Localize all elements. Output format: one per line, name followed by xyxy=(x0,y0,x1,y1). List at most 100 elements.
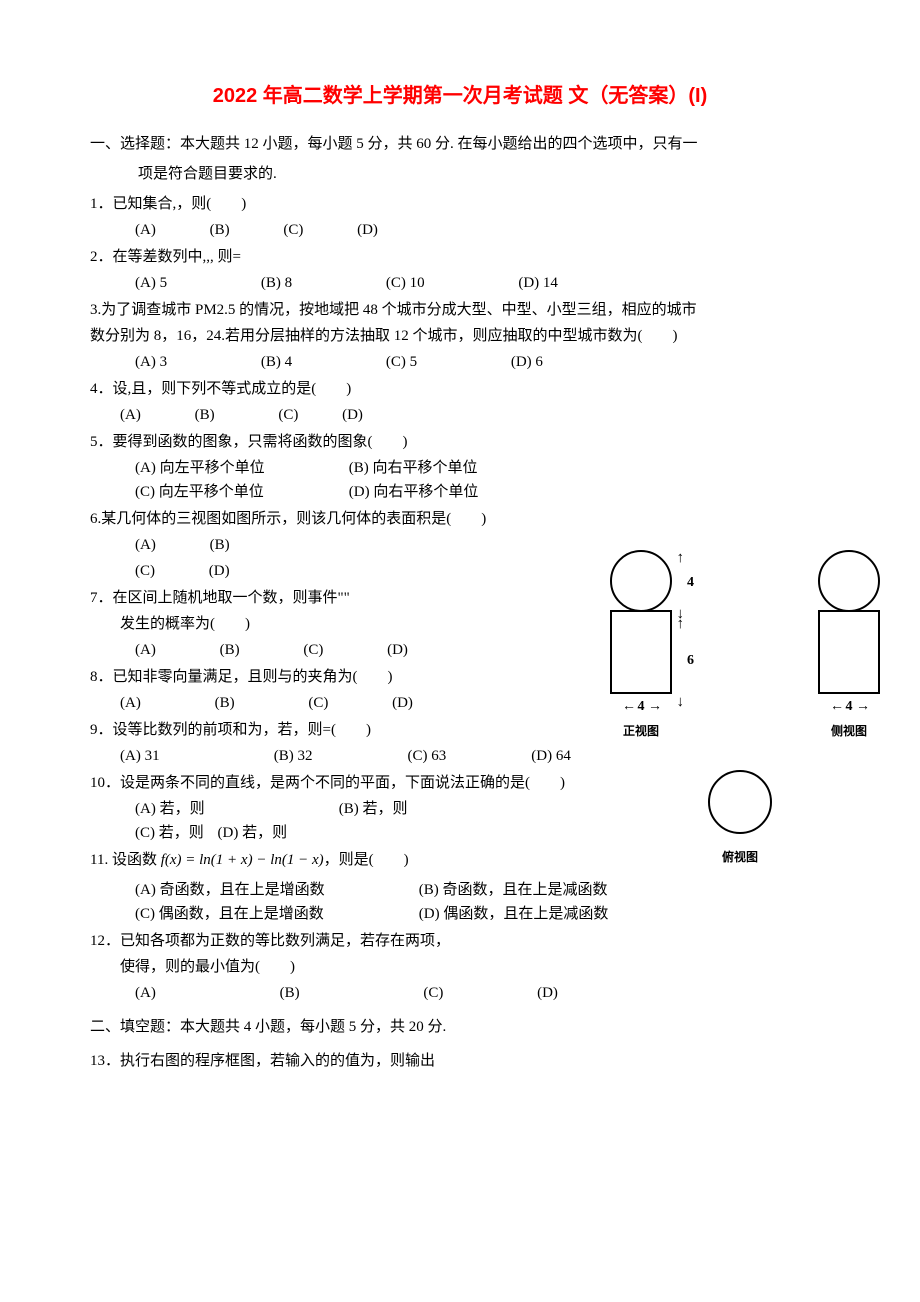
q4-opt-b: (B) xyxy=(195,403,215,427)
q2-opt-d: (D) 14 xyxy=(518,271,558,295)
question-13: 13．执行右图的程序框图，若输入的的值为，则输出 xyxy=(90,1049,830,1073)
dim-4-height: 4 xyxy=(687,572,694,594)
q3-opt-b: (B) 4 xyxy=(261,350,292,374)
q8-text: 8．已知非零向量满足，且则与的夹角为( ) xyxy=(90,665,610,689)
q3-line1: 3.为了调查城市 PM2.5 的情况，按地域把 48 个城市分成大型、中型、小型… xyxy=(90,298,830,322)
q5-opt-c: (C) 向左平移个单位 xyxy=(135,480,345,504)
q11-opt-c: (C) 偶函数，且在上是增函数 xyxy=(135,902,415,926)
q1-opt-a: (A) xyxy=(135,218,156,242)
q11-opt-d: (D) 偶函数，且在上是减函数 xyxy=(419,906,609,922)
q8-opt-b: (B) xyxy=(215,691,235,715)
side-view xyxy=(818,550,880,694)
q12-line1: 12．已知各项都为正数的等比数列满足，若存在两项， xyxy=(90,929,830,953)
q7-line1: 7．在区间上随机地取一个数，则事件"" xyxy=(90,586,610,610)
dim-4-width-front: ← 4 → xyxy=(622,696,660,718)
q4-opt-a: (A) xyxy=(120,403,141,427)
section1-header-cont: 项是符合题目要求的. xyxy=(90,162,830,186)
q10-opt-a: (A) 若，则 xyxy=(135,797,335,821)
q5-options-row2: (C) 向左平移个单位 (D) 向右平移个单位 xyxy=(90,480,830,504)
q13-text: 13．执行右图的程序框图，若输入的的值为，则输出 xyxy=(90,1049,830,1073)
q2-options: (A) 5 (B) 8 (C) 10 (D) 14 xyxy=(90,271,830,295)
q8-opt-c: (C) xyxy=(308,691,328,715)
q12-options: (A) (B) (C) (D) xyxy=(90,981,830,1005)
q8-opt-a: (A) xyxy=(120,691,141,715)
q4-text: 4．设,且，则下列不等式成立的是( ) xyxy=(90,377,830,401)
q4-opt-d: (D) xyxy=(342,403,363,427)
q2-opt-b: (B) 8 xyxy=(261,271,292,295)
q4-options: (A) (B) (C) (D) xyxy=(90,403,830,427)
q8-options: (A) (B) (C) (D) xyxy=(90,691,610,715)
q10-opt-b: (B) 若，则 xyxy=(339,801,408,817)
q7-line2: 发生的概率为( ) xyxy=(90,612,610,636)
question-8: 8．已知非零向量满足，且则与的夹角为( ) (A) (B) (C) (D) xyxy=(90,665,610,715)
q12-line2: 使得，则的最小值为( ) xyxy=(90,955,830,979)
q6-text: 6.某几何体的三视图如图所示，则该几何体的表面积是( ) xyxy=(90,507,610,531)
q1-options: (A) (B) (C) (D) xyxy=(90,218,830,242)
q5-text: 5．要得到函数的图象，只需将函数的图象( ) xyxy=(90,430,830,454)
question-2: 2．在等差数列中,,, 则= (A) 5 (B) 8 (C) 10 (D) 14 xyxy=(90,245,830,295)
q9-opt-b: (B) 32 xyxy=(274,744,404,768)
q1-text: 1．已知集合,，则( ) xyxy=(90,192,830,216)
q7-opt-b: (B) xyxy=(220,638,240,662)
side-view-label: 侧视图 xyxy=(831,722,867,741)
question-6: 6.某几何体的三视图如图所示，则该几何体的表面积是( ) (A) (B) (C)… xyxy=(90,507,610,583)
q9-opt-c: (C) 63 xyxy=(408,744,528,768)
section1-header: 一、选择题：本大题共 12 小题，每小题 5 分，共 60 分. 在每小题给出的… xyxy=(90,132,830,156)
q1-opt-c: (C) xyxy=(283,218,303,242)
front-view-label: 正视图 xyxy=(623,722,659,741)
q1-opt-d: (D) xyxy=(357,218,378,242)
q11-options-row1: (A) 奇函数，且在上是增函数 (B) 奇函数，且在上是减函数 xyxy=(90,878,830,902)
q1-opt-b: (B) xyxy=(210,218,230,242)
q6-options-row1: (A) (B) xyxy=(90,533,610,557)
q5-opt-d: (D) 向右平移个单位 xyxy=(349,484,479,500)
q12-opt-d: (D) xyxy=(537,981,558,1005)
q11-formula: f(x) = ln(1 + x) − ln(1 − x) xyxy=(161,852,324,868)
q2-text: 2．在等差数列中,,, 则= xyxy=(90,245,830,269)
question-5: 5．要得到函数的图象，只需将函数的图象( ) (A) 向左平移个单位 (B) 向… xyxy=(90,430,830,504)
question-4: 4．设,且，则下列不等式成立的是( ) (A) (B) (C) (D) xyxy=(90,377,830,427)
q6-opt-c: (C) xyxy=(135,559,155,583)
q11-opt-b: (B) 奇函数，且在上是减函数 xyxy=(419,882,608,898)
q6-opt-a: (A) xyxy=(135,533,156,557)
q7-opt-a: (A) xyxy=(135,638,156,662)
dim-6-height: 6 xyxy=(687,650,694,672)
top-view xyxy=(708,760,772,844)
question-12: 12．已知各项都为正数的等比数列满足，若存在两项， 使得，则的最小值为( ) (… xyxy=(90,929,830,1005)
q4-opt-c: (C) xyxy=(278,403,298,427)
q2-opt-a: (A) 5 xyxy=(135,271,167,295)
question-3: 3.为了调查城市 PM2.5 的情况，按地域把 48 个城市分成大型、中型、小型… xyxy=(90,298,830,374)
q6-opt-b: (B) xyxy=(210,533,230,557)
q7-opt-d: (D) xyxy=(387,638,408,662)
q8-opt-d: (D) xyxy=(392,691,413,715)
q7-opt-c: (C) xyxy=(303,638,323,662)
front-view: ↑ 4 ↓ ↑ 6 ↓ xyxy=(610,550,672,694)
section2-header: 二、填空题：本大题共 4 小题，每小题 5 分，共 20 分. xyxy=(90,1015,830,1039)
q3-options: (A) 3 (B) 4 (C) 5 (D) 6 xyxy=(90,350,830,374)
q5-options-row1: (A) 向左平移个单位 (B) 向右平移个单位 xyxy=(90,456,830,480)
top-view-label: 俯视图 xyxy=(722,848,758,867)
three-view-diagram: ↑ 4 ↓ ↑ 6 ↓ ← 4 → 正视图 ← 4 → 侧视图 俯视图 xyxy=(610,550,880,867)
exam-title: 2022 年高二数学上学期第一次月考试题 文（无答案）(I) xyxy=(90,80,830,112)
q5-opt-a: (A) 向左平移个单位 xyxy=(135,456,345,480)
q9-opt-a: (A) 31 xyxy=(120,744,270,768)
dim-4-width-side: ← 4 → xyxy=(830,696,868,718)
q6-options-row2: (C) (D) xyxy=(90,559,610,583)
question-7: 7．在区间上随机地取一个数，则事件"" 发生的概率为( ) (A) (B) (C… xyxy=(90,586,610,662)
q12-opt-b: (B) xyxy=(280,981,300,1005)
q3-line2: 数分别为 8，16，24.若用分层抽样的方法抽取 12 个城市，则应抽取的中型城… xyxy=(90,324,830,348)
q10-opt-d: (D) 若，则 xyxy=(218,825,288,841)
q2-opt-c: (C) 10 xyxy=(386,271,425,295)
question-1: 1．已知集合,，则( ) (A) (B) (C) (D) xyxy=(90,192,830,242)
q3-opt-a: (A) 3 xyxy=(135,350,167,374)
q7-options: (A) (B) (C) (D) xyxy=(90,638,610,662)
q11-options-row2: (C) 偶函数，且在上是增函数 (D) 偶函数，且在上是减函数 xyxy=(90,902,830,926)
q12-opt-c: (C) xyxy=(423,981,443,1005)
q12-opt-a: (A) xyxy=(135,981,156,1005)
q3-opt-c: (C) 5 xyxy=(386,350,417,374)
q10-opt-c: (C) 若，则 xyxy=(135,821,204,845)
q9-opt-d: (D) 64 xyxy=(531,748,571,764)
q11-opt-a: (A) 奇函数，且在上是增函数 xyxy=(135,878,415,902)
q6-opt-d: (D) xyxy=(209,559,230,583)
q3-opt-d: (D) 6 xyxy=(511,350,543,374)
q5-opt-b: (B) 向右平移个单位 xyxy=(349,460,478,476)
